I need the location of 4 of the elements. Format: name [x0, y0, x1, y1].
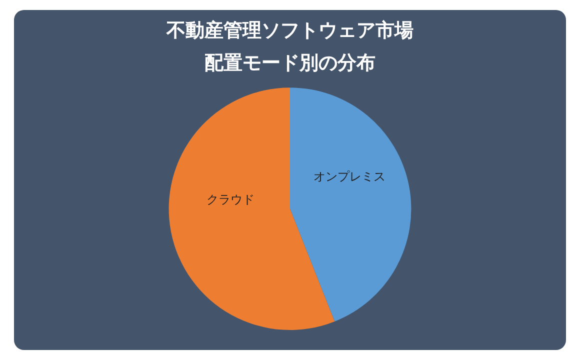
slice-label: オンプレミス	[314, 170, 386, 184]
slice-label: クラウド	[206, 192, 254, 206]
chart-subtitle: 配置モード別の分布	[204, 52, 376, 74]
chart-title: 不動産管理ソフトウェア市場	[166, 19, 414, 42]
